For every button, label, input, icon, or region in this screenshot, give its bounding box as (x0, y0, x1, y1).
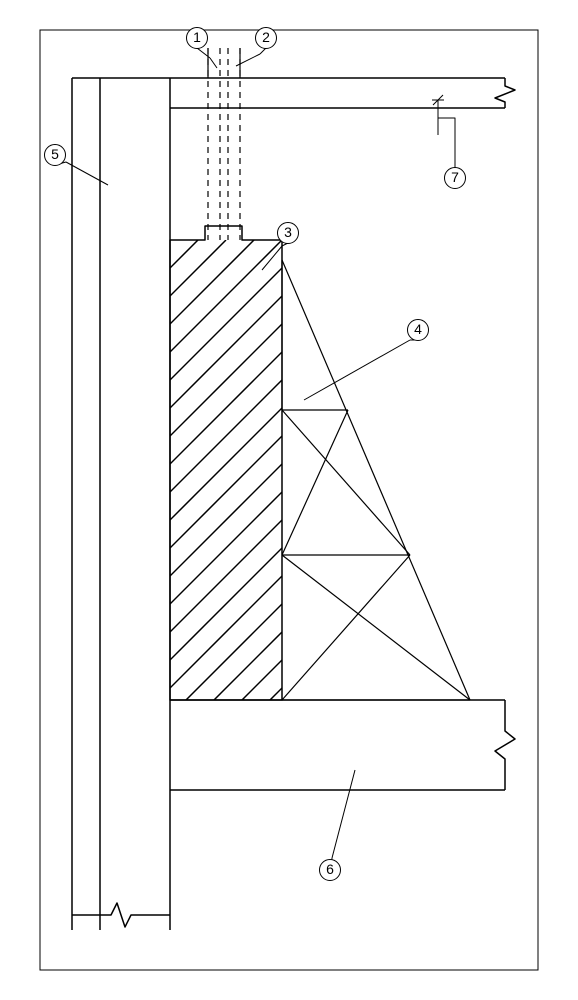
callout-6: 6 (319, 859, 341, 881)
callout-4: 4 (407, 319, 429, 341)
callout-5: 5 (44, 144, 66, 166)
callout-2: 2 (255, 27, 277, 49)
callout-7: 7 (444, 167, 466, 189)
callout-3: 3 (277, 222, 299, 244)
callout-1: 1 (186, 27, 208, 49)
